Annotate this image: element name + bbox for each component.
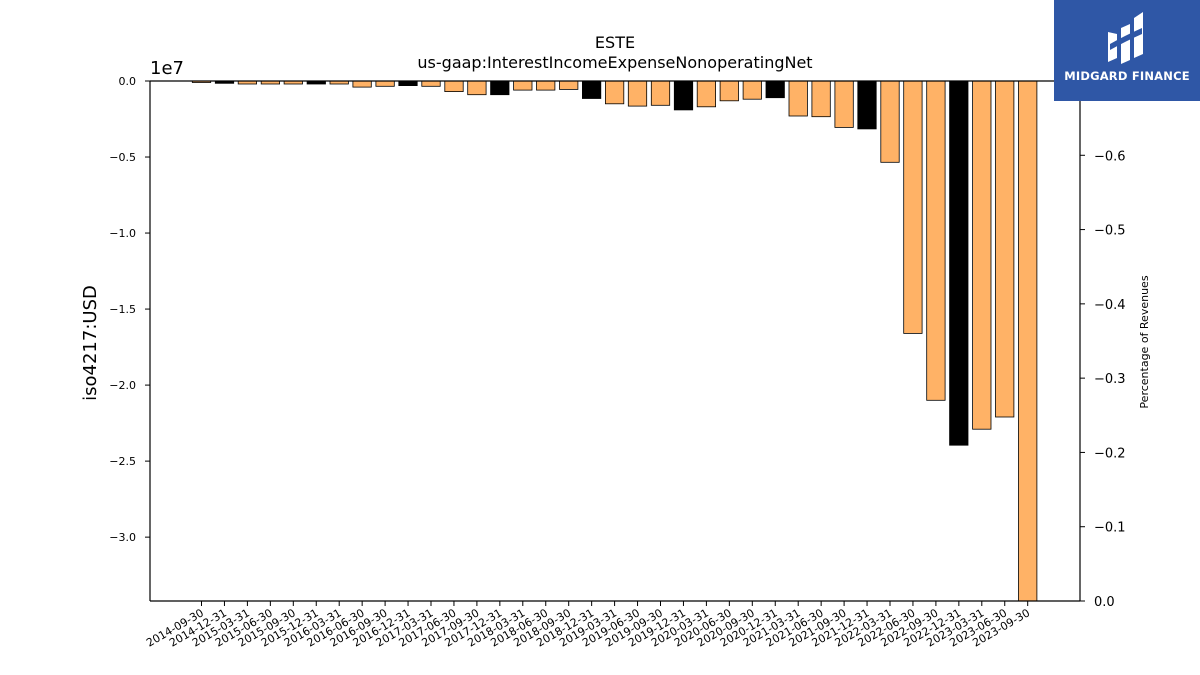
logo-text: MIDGARD FINANCE (1064, 69, 1190, 83)
y-right-tick-label: −0.5 (1094, 224, 1126, 239)
y-right-tick-label: −0.1 (1094, 521, 1126, 536)
bar-2018-09-30 (559, 80, 579, 90)
y-tick-label: −2.0 (109, 379, 136, 392)
y-right-tick-label: −0.3 (1094, 372, 1126, 387)
bar-2018-12-31 (582, 80, 602, 99)
bar-2021-06-30 (811, 80, 831, 118)
y-right-tick-label: −0.4 (1094, 298, 1126, 313)
bar-2017-06-30 (444, 80, 464, 93)
bar-2020-12-31 (765, 80, 785, 99)
bar-2017-03-31 (421, 80, 441, 87)
y-tick-label: −0.5 (109, 151, 136, 164)
y-tick-label: −1.5 (109, 303, 136, 316)
bar-2017-09-30 (467, 80, 487, 96)
bar-2021-12-31 (857, 80, 877, 130)
bar-2018-06-30 (536, 80, 556, 91)
y-axis-right-label: Percentage of Revenues (1138, 275, 1151, 408)
bar-2016-12-31 (398, 80, 418, 86)
bar-2023-06-30 (995, 80, 1015, 418)
bar-2021-09-30 (834, 80, 854, 128)
y-right-tick-label: 0.0 (1094, 595, 1115, 610)
bar-2016-09-30 (375, 80, 395, 87)
bar-2016-06-30 (352, 80, 372, 88)
logo-icon (1108, 12, 1143, 64)
bar-2022-03-31 (880, 80, 900, 163)
bar-2020-03-31 (696, 80, 717, 108)
bar-2021-03-31 (788, 80, 808, 117)
bar-2019-09-30 (650, 80, 671, 106)
y-tick-label: −2.5 (109, 455, 136, 468)
y-tick-label: −3.0 (109, 531, 136, 544)
brand-logo: MIDGARD FINANCE (1054, 0, 1200, 101)
bar-2020-06-30 (719, 80, 739, 102)
bar-2023-09-30 (1018, 80, 1038, 602)
bar-2017-12-31 (490, 80, 510, 96)
chart-title: ESTE (595, 33, 635, 52)
bar-2019-12-31 (673, 80, 694, 111)
bar-2022-12-31 (949, 80, 969, 446)
bar-2018-03-31 (513, 80, 533, 91)
bar-2022-09-30 (926, 80, 946, 401)
y-axis-label: iso4217:USD (80, 285, 101, 401)
bar-2020-09-30 (742, 80, 762, 100)
y-right-tick-label: −0.6 (1094, 149, 1126, 164)
y-tick-label: −1.0 (109, 227, 136, 240)
chart-subtitle: us-gaap:InterestIncomeExpenseNonoperatin… (417, 53, 812, 72)
bar-2022-06-30 (903, 80, 923, 334)
y-right-tick-label: −0.2 (1094, 446, 1126, 461)
y-tick-label: 0.0 (119, 75, 137, 88)
bar-2023-03-31 (972, 80, 992, 430)
bar-2019-03-31 (605, 80, 625, 105)
bar-2019-06-30 (627, 80, 648, 107)
y-offset-label: 1e7 (150, 58, 184, 79)
